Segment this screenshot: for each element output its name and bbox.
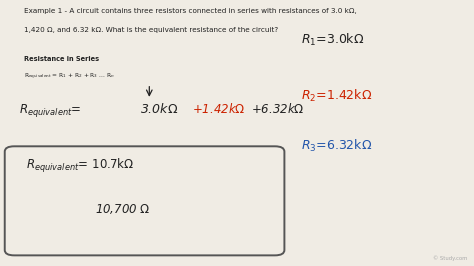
Text: Example 1 - A circuit contains three resistors connected in series with resistan: Example 1 - A circuit contains three res… xyxy=(24,8,356,14)
Text: $\it{R_2}$=1.42k$\Omega$: $\it{R_2}$=1.42k$\Omega$ xyxy=(301,88,372,104)
FancyBboxPatch shape xyxy=(5,146,284,255)
Text: 10,700 $\Omega$: 10,700 $\Omega$ xyxy=(95,202,150,216)
Text: Resistance in Series: Resistance in Series xyxy=(24,56,99,62)
Text: © Study.com: © Study.com xyxy=(432,255,467,261)
Text: $\it{R_3}$=6.32k$\Omega$: $\it{R_3}$=6.32k$\Omega$ xyxy=(301,138,372,155)
Text: $\it{R_{equivalent}}$=: $\it{R_{equivalent}}$= xyxy=(19,102,82,119)
Text: $\it{R_{equivalent}}$= 10.7k$\Omega$: $\it{R_{equivalent}}$= 10.7k$\Omega$ xyxy=(26,157,134,175)
Text: $\it{R_1}$=3.0k$\Omega$: $\it{R_1}$=3.0k$\Omega$ xyxy=(301,32,365,48)
Text: R$_{\rm equivalent}$ = R$_1$ + R$_2$ + R$_3$ ... R$_n$: R$_{\rm equivalent}$ = R$_1$ + R$_2$ + R… xyxy=(24,72,114,82)
Text: +1.42k$\Omega$: +1.42k$\Omega$ xyxy=(192,102,246,117)
Text: +6.32k$\Omega$: +6.32k$\Omega$ xyxy=(251,102,305,117)
Text: 1,420 Ω, and 6.32 kΩ. What is the equivalent resistance of the circuit?: 1,420 Ω, and 6.32 kΩ. What is the equiva… xyxy=(24,27,278,33)
Text: 3.0k$\Omega$: 3.0k$\Omega$ xyxy=(140,102,178,117)
